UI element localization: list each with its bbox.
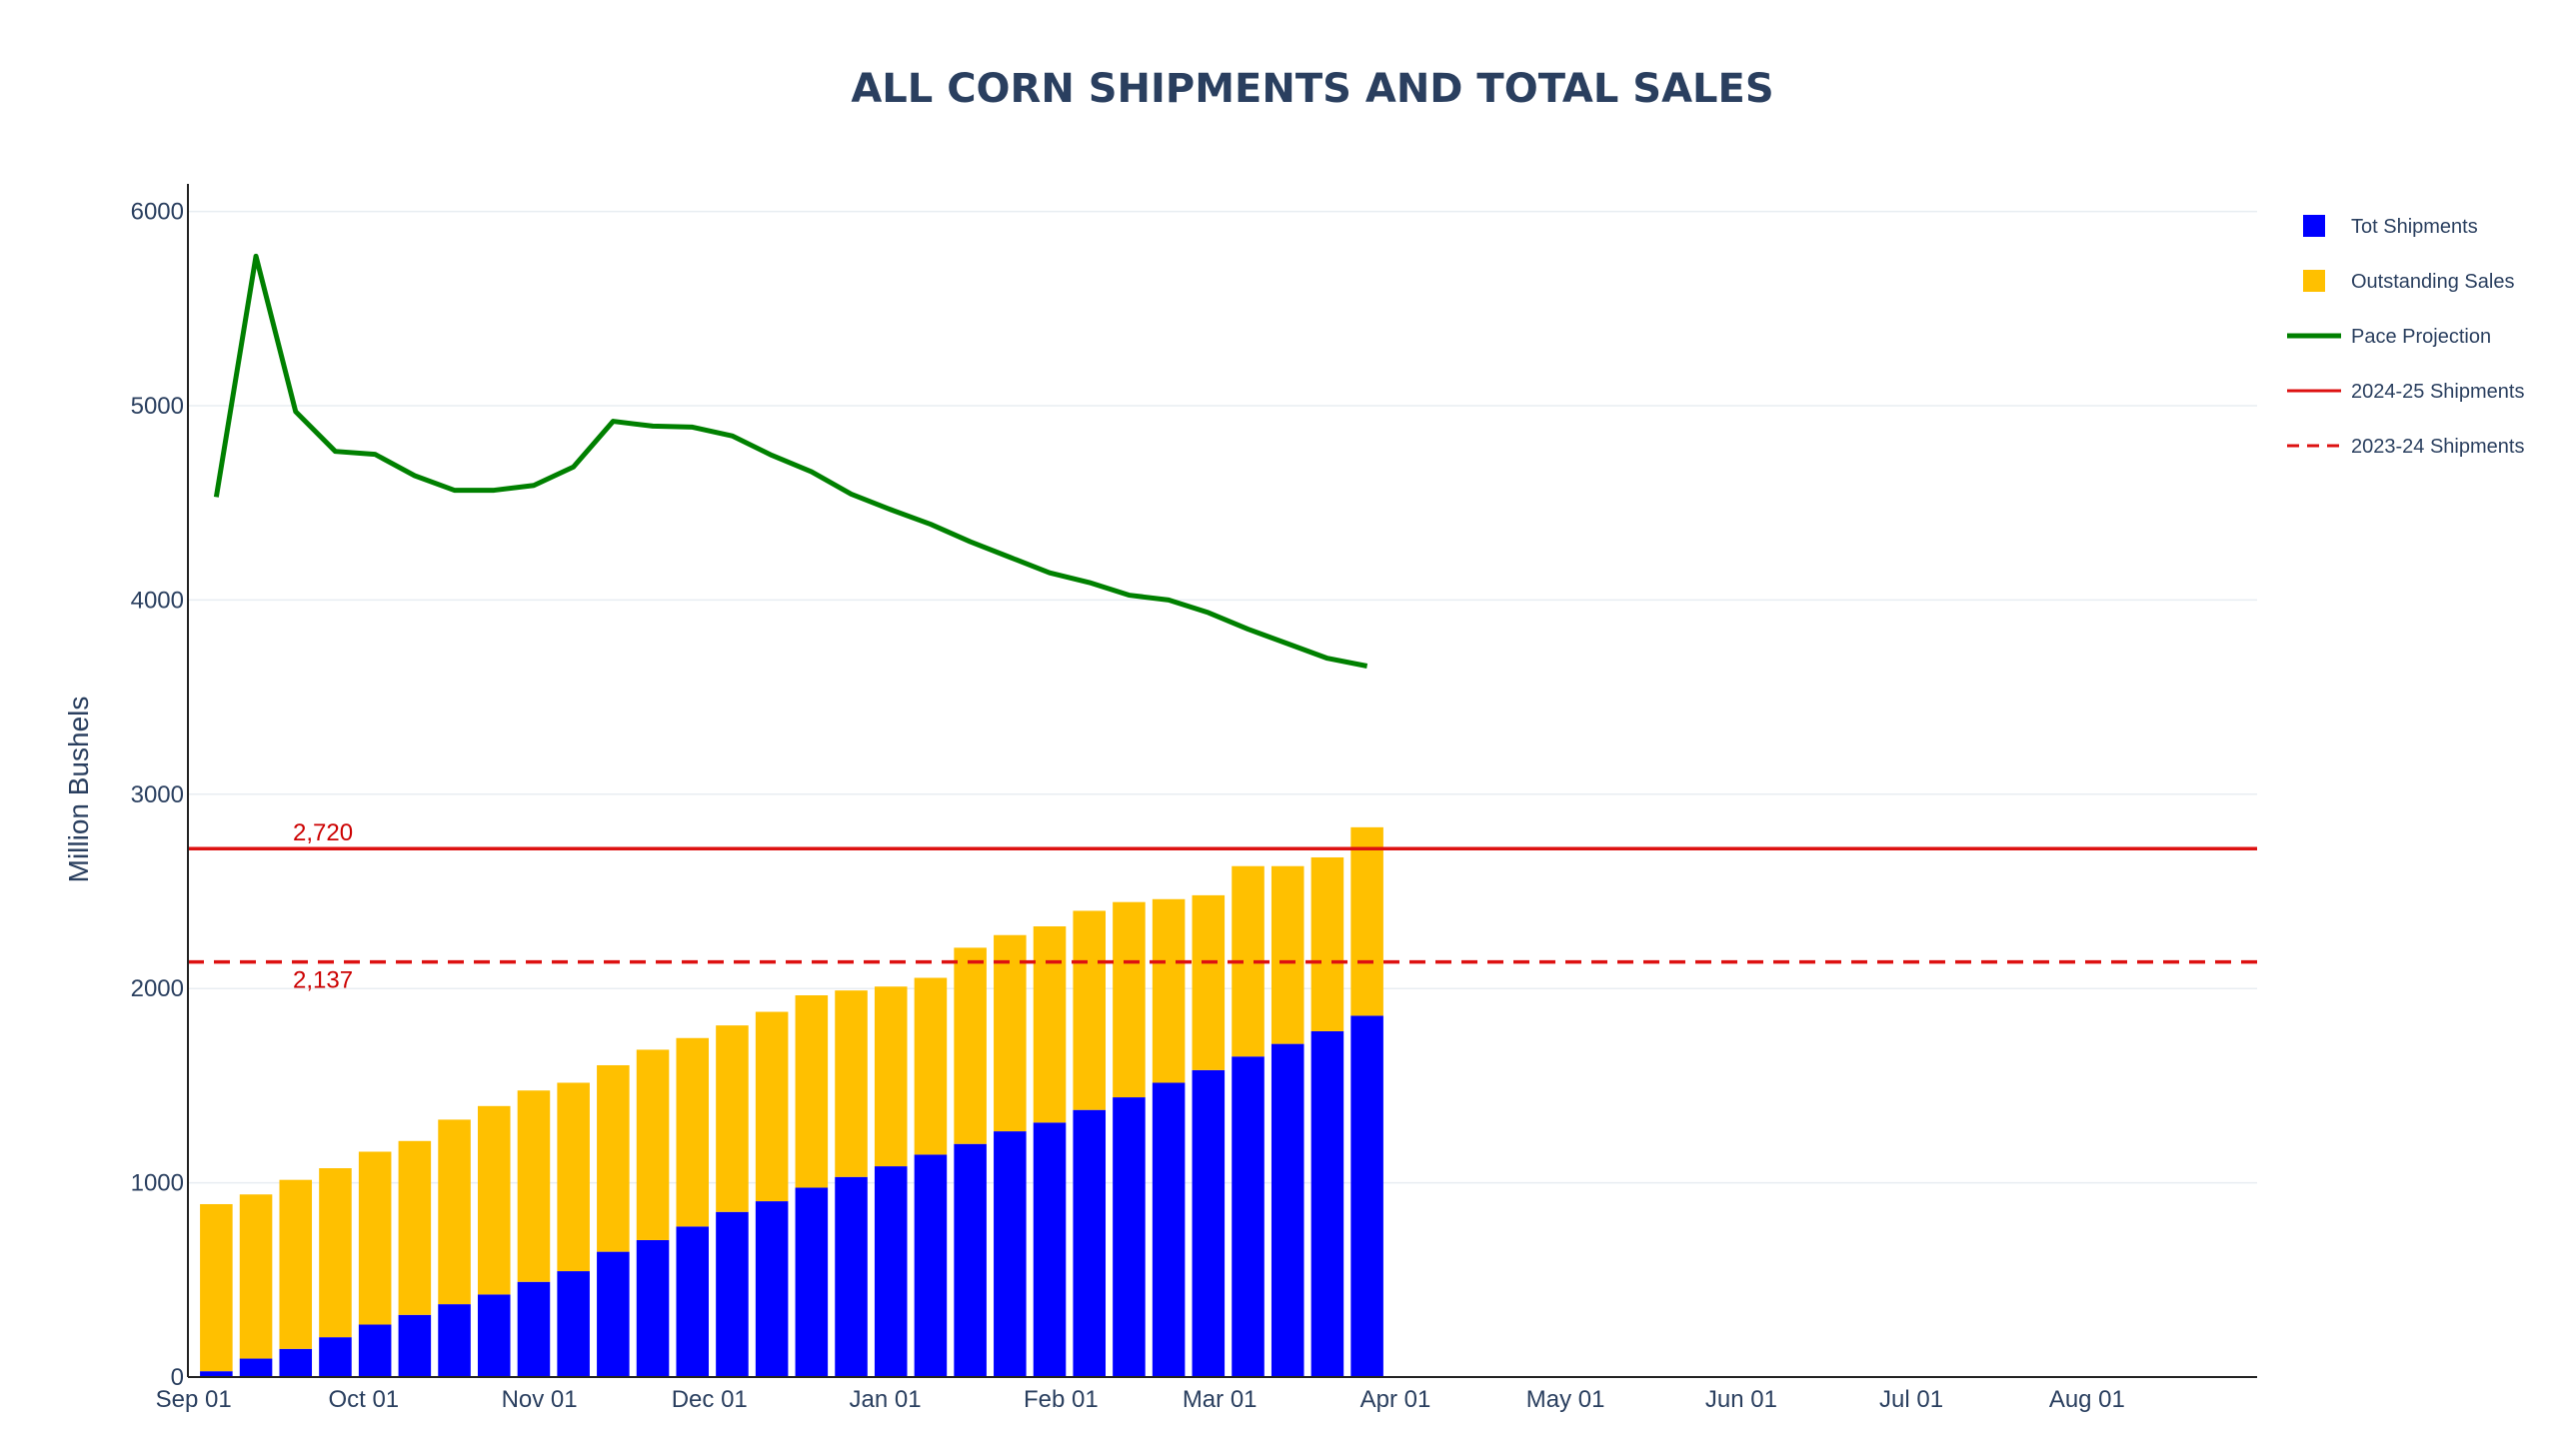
y-tick-4: 4000 <box>131 587 184 614</box>
pace-line-layer <box>213 253 1368 669</box>
bar-outstanding-1 <box>239 1194 273 1359</box>
bar-shipments-21 <box>1033 1122 1067 1377</box>
bar-outstanding-9 <box>557 1082 590 1272</box>
legend[interactable]: Tot Shipments Outstanding Sales Pace Proje… <box>2287 215 2524 458</box>
bar-outstanding-25 <box>1192 894 1226 1070</box>
bar-shipments-25 <box>1192 1069 1226 1377</box>
bar-shipments-14 <box>755 1201 789 1377</box>
bar-outstanding-3 <box>319 1168 352 1338</box>
x-tick-4: Jan 01 <box>850 1386 922 1413</box>
x-tick-1: Oct 01 <box>328 1386 399 1413</box>
bar-shipments-23 <box>1113 1097 1146 1377</box>
bar-shipments-1 <box>239 1358 273 1377</box>
bar-shipments-29 <box>1350 1015 1383 1377</box>
x-tick-3: Dec 01 <box>672 1386 748 1413</box>
bar-outstanding-20 <box>994 934 1027 1132</box>
bar-shipments-8 <box>517 1281 551 1377</box>
chart-title: ALL CORN SHIPMENTS AND TOTAL SALES <box>851 66 1773 112</box>
bar-shipments-12 <box>676 1226 710 1377</box>
bar-outstanding-21 <box>1033 925 1067 1123</box>
legend-label-3[interactable]: 2024-25 Shipments <box>2351 381 2524 403</box>
bar-outstanding-15 <box>795 995 829 1188</box>
x-tick-7: Apr 01 <box>1360 1386 1431 1413</box>
bar-outstanding-29 <box>1350 826 1383 1016</box>
y-tick-5: 5000 <box>131 393 184 420</box>
bar-outstanding-10 <box>597 1064 630 1252</box>
bar-outstanding-2 <box>279 1179 313 1349</box>
y-tick-labels: 0 1000 2000 3000 4000 5000 6000 <box>131 199 184 1391</box>
y-tick-3: 3000 <box>131 781 184 808</box>
y-tick-1: 1000 <box>131 1170 184 1197</box>
legend-label-1[interactable]: Outstanding Sales <box>2351 271 2514 293</box>
bar-shipments-17 <box>874 1166 908 1377</box>
reference-lines: 2,720 2,137 <box>188 819 2257 994</box>
bar-shipments-0 <box>200 1371 233 1377</box>
bar-shipments-9 <box>557 1271 590 1377</box>
bar-shipments-20 <box>994 1131 1027 1377</box>
bar-shipments-3 <box>319 1337 352 1377</box>
y-tick-0: 0 <box>171 1364 184 1391</box>
bar-shipments-26 <box>1232 1056 1265 1377</box>
bar-outstanding-19 <box>954 947 987 1144</box>
bar-shipments-19 <box>954 1143 987 1377</box>
bar-shipments-4 <box>358 1324 392 1377</box>
bar-shipments-10 <box>597 1251 630 1377</box>
bar-shipments-27 <box>1271 1043 1304 1377</box>
bar-outstanding-17 <box>874 986 908 1167</box>
bar-outstanding-18 <box>914 977 948 1155</box>
bar-shipments-7 <box>477 1294 511 1377</box>
bar-outstanding-14 <box>755 1011 789 1202</box>
x-tick-0: Sep 01 <box>156 1386 232 1413</box>
legend-swatch-0[interactable] <box>2303 215 2325 237</box>
bar-outstanding-24 <box>1152 898 1186 1083</box>
bar-outstanding-11 <box>636 1049 670 1240</box>
bar-shipments-18 <box>914 1154 948 1377</box>
bar-outstanding-5 <box>398 1140 432 1315</box>
x-tick-9: Jun 01 <box>1705 1386 1777 1413</box>
bars <box>200 826 1383 1377</box>
axes <box>187 184 2257 1378</box>
y-axis-label: Million Bushels <box>63 697 94 883</box>
bar-outstanding-6 <box>438 1119 471 1305</box>
legend-swatch-1[interactable] <box>2303 270 2325 292</box>
bar-outstanding-23 <box>1113 901 1146 1098</box>
gridlines <box>188 210 2257 1184</box>
bar-outstanding-27 <box>1271 865 1304 1044</box>
y-tick-2: 2000 <box>131 975 184 1002</box>
bar-outstanding-12 <box>676 1037 710 1227</box>
bar-shipments-15 <box>795 1187 829 1377</box>
pace-projection-line <box>213 253 1368 669</box>
bar-shipments-28 <box>1310 1030 1344 1377</box>
bar-shipments-11 <box>636 1239 670 1377</box>
x-tick-8: May 01 <box>1526 1386 1605 1413</box>
x-tick-labels: Sep 01 Oct 01 Nov 01 Dec 01 Jan 01 Feb 01 Mar … <box>156 1386 2125 1413</box>
bar-outstanding-4 <box>358 1151 392 1325</box>
legend-label-4[interactable]: 2023-24 Shipments <box>2351 436 2524 458</box>
bar-outstanding-7 <box>477 1105 511 1295</box>
bar-shipments-5 <box>398 1314 432 1377</box>
bar-outstanding-13 <box>716 1025 749 1212</box>
x-tick-10: Jul 01 <box>1879 1386 1943 1413</box>
bar-outstanding-28 <box>1310 856 1344 1031</box>
bar-outstanding-0 <box>200 1203 233 1372</box>
x-tick-5: Feb 01 <box>1024 1386 1099 1413</box>
bar-shipments-6 <box>438 1304 471 1377</box>
bar-shipments-24 <box>1152 1082 1186 1377</box>
y-tick-6: 6000 <box>131 199 184 226</box>
legend-label-0[interactable]: Tot Shipments <box>2351 216 2478 238</box>
x-tick-6: Mar 01 <box>1183 1386 1258 1413</box>
bar-outstanding-22 <box>1073 910 1107 1110</box>
ref-line-label-0: 2,720 <box>293 819 353 846</box>
ref-line-label-1: 2,137 <box>293 967 353 994</box>
bar-shipments-22 <box>1073 1109 1107 1377</box>
bar-outstanding-8 <box>517 1090 551 1282</box>
x-tick-2: Nov 01 <box>502 1386 578 1413</box>
bar-shipments-2 <box>279 1348 313 1377</box>
bar-shipments-16 <box>835 1176 868 1377</box>
bar-shipments-13 <box>716 1211 749 1377</box>
legend-label-2[interactable]: Pace Projection <box>2351 326 2491 348</box>
bar-outstanding-16 <box>835 990 868 1177</box>
x-tick-11: Aug 01 <box>2049 1386 2125 1413</box>
